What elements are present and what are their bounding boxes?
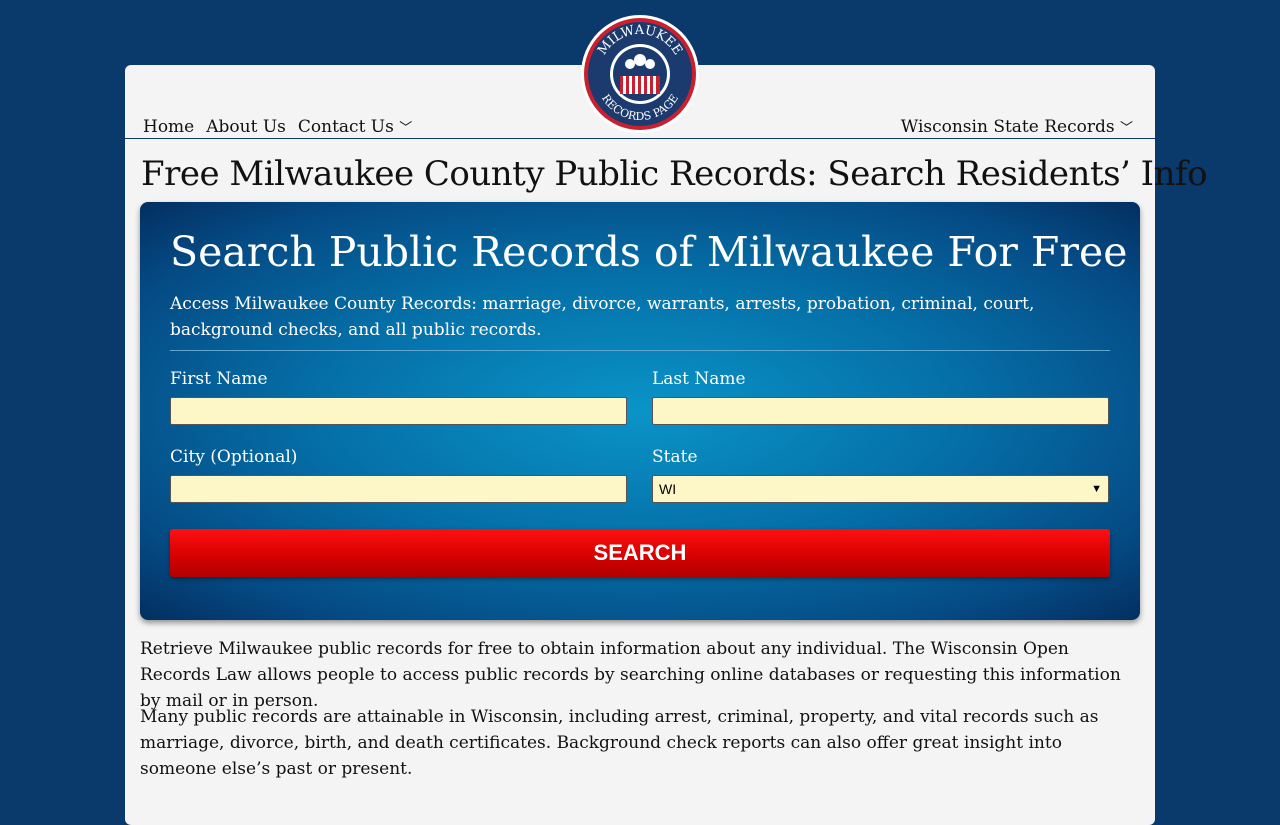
main-nav: Home About Us Contact Us ﹀ [143, 117, 412, 137]
chevron-down-icon: ﹀ [1119, 121, 1133, 136]
nav-home[interactable]: Home [143, 117, 195, 137]
state-select-value: WI [659, 481, 677, 497]
records-paragraph: Many public records are attainable in Wi… [140, 707, 1099, 779]
chevron-down-icon: ﹀ [399, 121, 413, 136]
city-input[interactable] [170, 475, 627, 503]
divider [170, 350, 1110, 351]
chevron-down-icon: ▼ [1091, 483, 1102, 495]
last-name-input[interactable] [652, 397, 1109, 425]
search-title: Search Public Records of Milwaukee For F… [170, 228, 1128, 276]
search-subtitle: Access Milwaukee County Records: marriag… [170, 294, 1035, 340]
state-select[interactable]: WI ▼ [652, 475, 1109, 503]
city-label: City (Optional) [170, 447, 298, 467]
nav-contact[interactable]: Contact Us ﹀ [298, 117, 412, 137]
intro-paragraph: Retrieve Milwaukee public records for fr… [140, 639, 1121, 711]
first-name-input[interactable] [170, 397, 627, 425]
state-label: State [652, 447, 698, 467]
nav-contact-label: Contact Us [297, 117, 394, 137]
page-title: Free Milwaukee County Public Records: Se… [141, 154, 1208, 194]
nav-divider [125, 138, 1155, 139]
first-name-label: First Name [170, 369, 268, 389]
site-logo[interactable]: MILWAUKEE RECORDS PAGE [580, 14, 700, 134]
nav-state-records[interactable]: Wisconsin State Records ﹀ [901, 117, 1133, 137]
last-name-label: Last Name [652, 369, 746, 389]
nav-about[interactable]: About Us [206, 117, 286, 137]
nav-state-records-label: Wisconsin State Records [900, 117, 1115, 137]
search-button[interactable]: SEARCH [170, 529, 1110, 577]
search-panel: Search Public Records of Milwaukee For F… [140, 202, 1140, 620]
